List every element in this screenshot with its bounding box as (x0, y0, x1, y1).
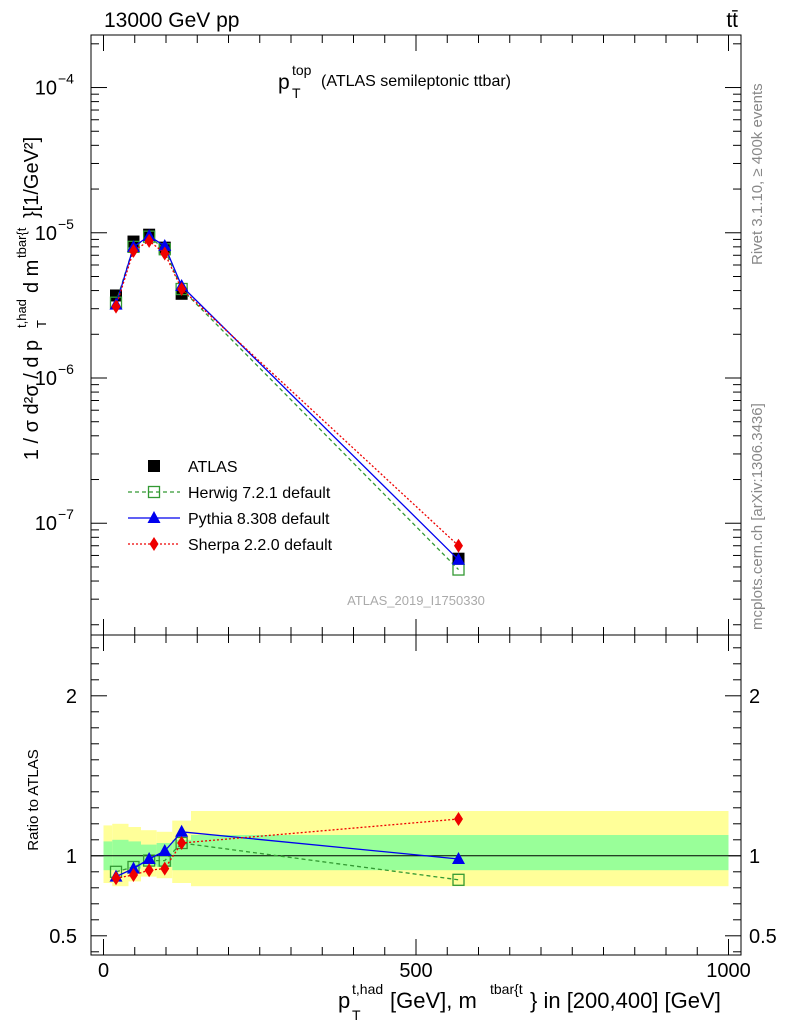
ratio-y-axis-label: Ratio to ATLAS (25, 749, 42, 850)
ytick-base: 10 (35, 513, 57, 535)
process-label: tt̄ (726, 9, 738, 32)
band-inner-1 (112, 839, 129, 871)
series-line (115, 240, 459, 547)
legend-marker (148, 460, 160, 472)
ratio-ytick-label-right-0: 0.5 (749, 926, 777, 948)
y-label-sup-thad: t,had (14, 299, 29, 328)
legend-marker (147, 485, 161, 499)
legend-label: Pythia 8.308 default (188, 511, 330, 528)
data-point (177, 282, 187, 297)
ytick-exp: −6 (58, 361, 74, 377)
ratio-point (160, 861, 170, 876)
ytick-exp: −4 (58, 71, 74, 87)
ratio-uncertainty-bands (91, 811, 741, 887)
x-label-sup2: tbar{t (490, 981, 523, 997)
ytick-base: 10 (35, 78, 57, 100)
data-point (129, 243, 138, 258)
band-inner-5 (172, 839, 191, 871)
main-ytick-label-0: 10 −7 (35, 506, 74, 535)
xtick-label-2: 1000 (706, 960, 751, 982)
ytick-exp: −7 (58, 506, 74, 522)
x-label-mid: [GeV], m (390, 988, 477, 1013)
legend-marker (147, 511, 161, 523)
rivet-version: Rivet 3.1.10, ≥ 400k events (749, 83, 766, 265)
ratio-series (109, 812, 465, 886)
legend-label: Herwig 7.2.1 default (188, 485, 331, 502)
data-point (454, 538, 463, 553)
x-axis-label: p T t,had [GeV], m tbar{t } in [200,400]… (338, 981, 721, 1023)
legend-entry-1: Herwig 7.2.1 default (128, 485, 331, 502)
ratio-ytick-label-right-1: 1 (749, 846, 760, 868)
y-label-part-2: d m (21, 260, 43, 293)
ratio-line (115, 818, 459, 879)
series-line (115, 235, 459, 561)
ratio-point (111, 871, 121, 886)
y-label-sub-t: T (34, 320, 49, 328)
y-label-part-3: }[1/GeV²] (21, 137, 43, 218)
ratio-point (454, 812, 463, 826)
ratio-point (142, 852, 156, 864)
ratio-series-pythia (109, 824, 465, 882)
y-label-sup-tbar: tbar{t (14, 227, 29, 258)
ratio-ytick-label-right-2: 2 (749, 686, 760, 708)
energy-label: 13000 GeV pp (104, 9, 239, 32)
title-rest: (ATLAS semileptonic ttbar) (321, 73, 511, 90)
ratio-ytick-label-left-1: 1 (66, 846, 77, 868)
main-y-axis-label: 1 / σ d²σ / d p T t,had d m tbar{t }[1/G… (14, 137, 49, 460)
data-point (158, 239, 172, 252)
legend-entry-3: Sherpa 2.2.0 default (128, 537, 333, 554)
ratio-ytick-label-left-2: 2 (66, 686, 77, 708)
ratio-point (175, 824, 189, 837)
ratio-point (177, 836, 187, 850)
legend-marker (149, 537, 159, 551)
legend-label: Sherpa 2.2.0 default (188, 537, 333, 554)
ratio-frame-box (90, 634, 742, 956)
series-line (115, 235, 459, 570)
ratio-point (452, 873, 465, 886)
legend-entry-2: Pythia 8.308 default (128, 511, 330, 528)
data-point (111, 299, 121, 314)
ratio-point (144, 863, 154, 878)
legend-label: ATLAS (188, 459, 238, 476)
x-label-sub: T (352, 1007, 361, 1023)
x-label-p: p (338, 988, 350, 1013)
ratio-point (158, 844, 172, 856)
ratio-series-sherpa (111, 812, 463, 886)
ratio-plot-frame (90, 634, 742, 956)
analysis-id: ATLAS_2019_I1750330 (347, 593, 485, 608)
data-point (160, 246, 170, 261)
title-sub: T (292, 85, 301, 101)
y-label-part-1: 1 / σ d²σ / d p (21, 340, 43, 460)
band-inner-6 (191, 835, 729, 871)
mcplots-credit: mcplots.cern.ch [arXiv:1306.3436] (749, 403, 766, 630)
ratio-point (452, 852, 465, 864)
ratio-point (127, 861, 140, 874)
legend-entry-0: ATLAS (148, 459, 238, 476)
ytick-base: 10 (35, 368, 57, 390)
legend: ATLAS Herwig 7.2.1 default Pythia 8.308 de… (128, 459, 333, 554)
data-point (144, 233, 154, 248)
ratio-point (129, 868, 138, 882)
x-label-sup: t,had (352, 981, 383, 997)
xtick-label-0: 0 (98, 960, 109, 982)
xtick-label-1: 500 (399, 960, 432, 982)
main-series (109, 228, 465, 576)
x-label-end: } in [200,400] [GeV] (530, 988, 721, 1013)
title-p: p (278, 71, 290, 94)
title-sup: top (292, 62, 312, 78)
main-ytick-label-1: 10 −6 (35, 361, 74, 390)
data-point (452, 552, 465, 565)
ytick-exp: −5 (58, 216, 74, 232)
plot-title: p top T (ATLAS semileptonic ttbar) (278, 62, 511, 101)
main-ytick-label-2: 10 −5 (35, 216, 74, 245)
ytick-base: 10 (35, 223, 57, 245)
series-sherpa (111, 233, 463, 553)
ratio-ytick-label-left-0: 0.5 (49, 926, 77, 948)
main-ytick-label-3: 10 −4 (35, 71, 74, 100)
